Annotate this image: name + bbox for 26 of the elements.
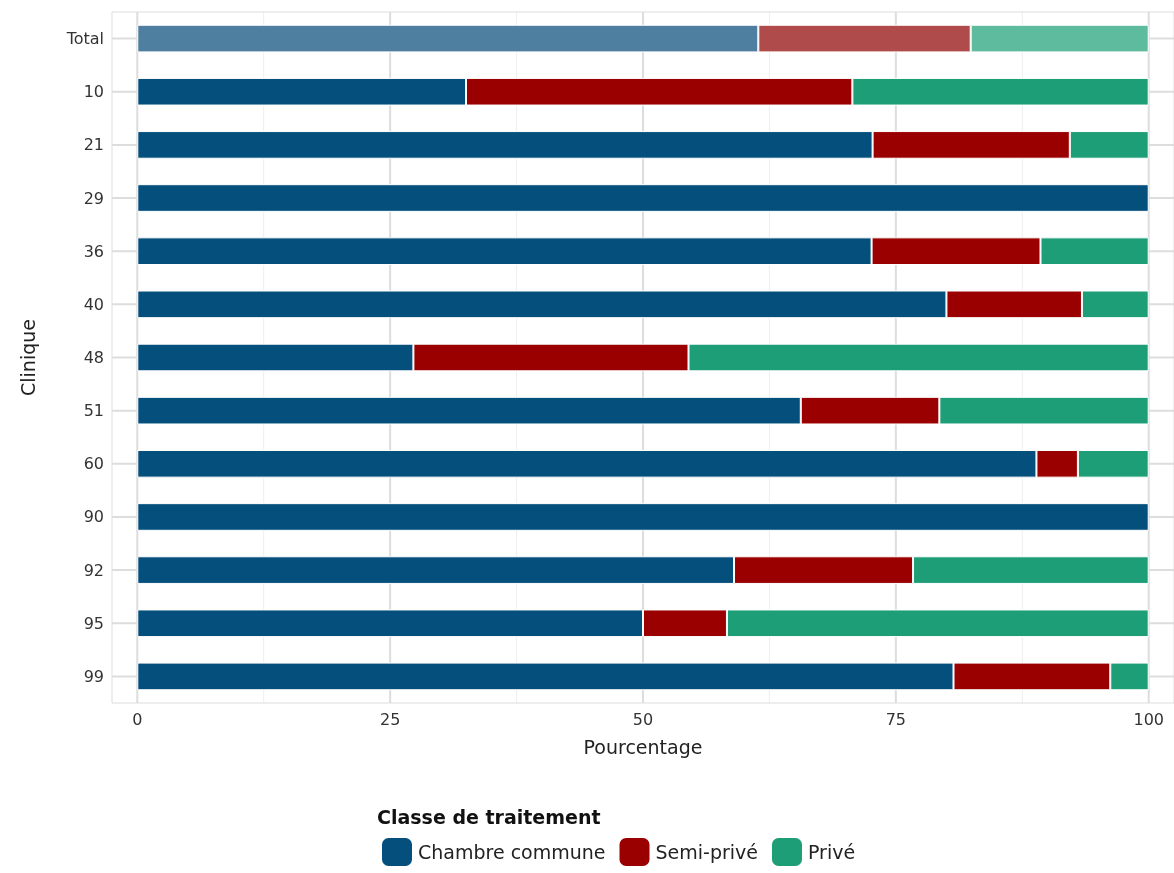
y-tick-label: 21	[83, 135, 104, 155]
y-tick-label: 90	[83, 507, 104, 527]
x-axis-title: Pourcentage	[583, 735, 703, 758]
y-tick-label: 60	[83, 454, 104, 474]
x-tick-label: 100	[1133, 709, 1164, 729]
y-tick-label: 99	[83, 666, 104, 686]
y-tick-label: 92	[83, 560, 104, 580]
y-tick-label: 36	[83, 241, 104, 261]
y-tick-label: 29	[83, 188, 104, 208]
legend-label: Privé	[807, 841, 856, 863]
y-tick-label: 48	[83, 348, 104, 367]
bar	[137, 184, 1149, 212]
x-tick-label: 0	[132, 709, 143, 729]
x-tick-label: 75	[885, 709, 907, 729]
legend-title: Classe de traitement	[377, 805, 601, 828]
bar	[137, 503, 1149, 531]
x-tick-label: 25	[379, 709, 401, 729]
legend-label: Chambre commune	[418, 841, 606, 863]
y-tick-label: Total	[65, 29, 104, 49]
y-tick-label: 10	[83, 82, 104, 102]
y-tick-label: 51	[83, 401, 104, 421]
y-axis-title: Clinique	[16, 319, 39, 396]
x-tick-label: 50	[632, 709, 654, 729]
legend-label: Semi-privé	[655, 841, 758, 863]
y-tick-label: 40	[83, 294, 104, 314]
y-tick-label: 95	[83, 613, 104, 633]
